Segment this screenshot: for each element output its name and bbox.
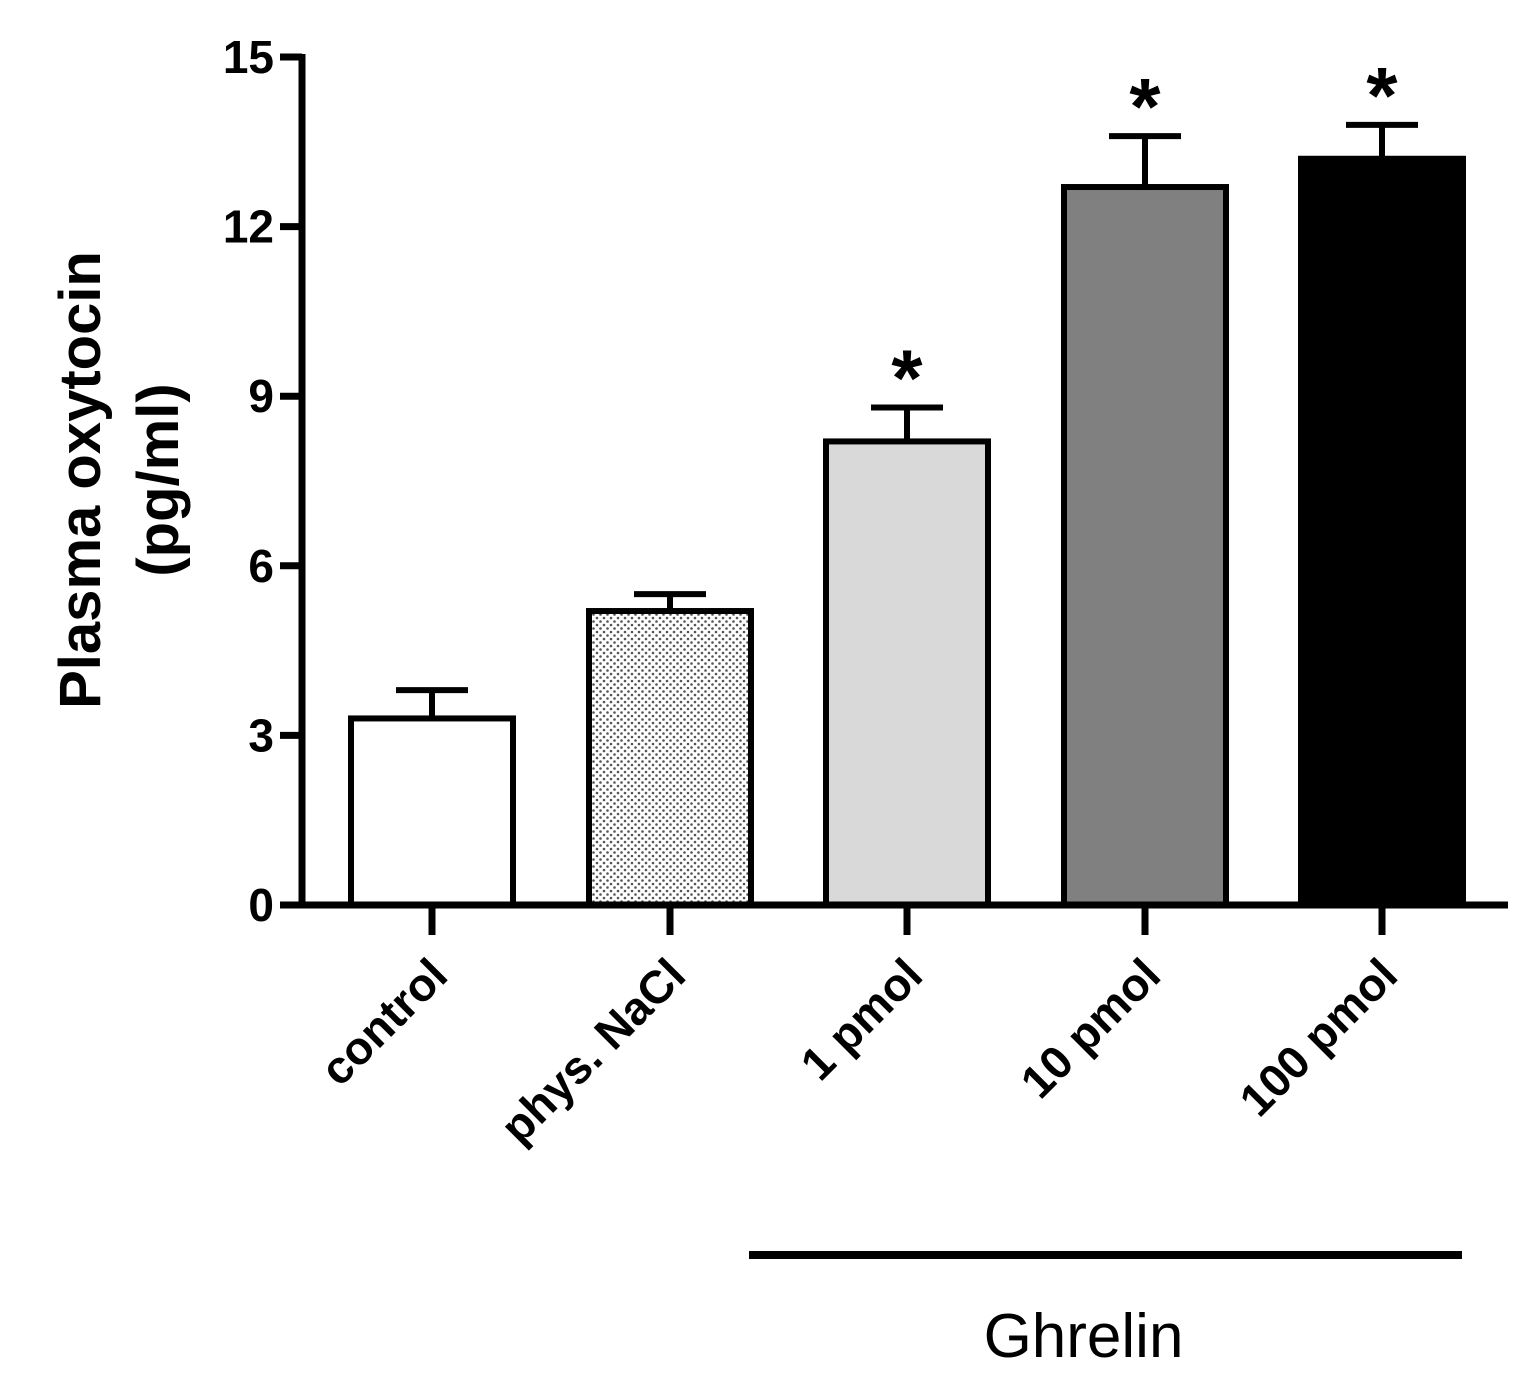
x-tick-label: 100 pmol <box>1229 948 1407 1126</box>
y-tick-label: 3 <box>248 709 274 761</box>
error-bars-layer <box>396 121 1418 719</box>
y-axis-title: Plasma oxytocin <box>48 251 113 709</box>
x-tick-label: phys. NaCl <box>490 948 695 1153</box>
x-tick-label: 1 pmol <box>790 948 932 1090</box>
y-tick-label: 9 <box>248 370 274 422</box>
y-tick-label: 6 <box>248 540 274 592</box>
bar-1-pmol <box>823 438 991 908</box>
y-axis-unit: (pg/ml) <box>126 383 191 576</box>
bar-10-pmol <box>1061 184 1229 908</box>
bar-phys-nacl <box>586 608 754 908</box>
x-tick-label: 10 pmol <box>1010 948 1170 1108</box>
significance-marker: * <box>1129 62 1161 151</box>
x-tick-label: control <box>310 948 457 1095</box>
y-tick-label: 15 <box>223 31 274 83</box>
bars-layer <box>348 155 1466 908</box>
bar-control <box>348 715 516 908</box>
group-bracket-label: Ghrelin <box>984 1302 1184 1371</box>
axes-layer <box>280 53 1508 1259</box>
significance-marker: * <box>1366 51 1398 140</box>
significance-marker: * <box>891 334 923 423</box>
bar-100-pmol <box>1298 155 1466 908</box>
y-tick-label: 0 <box>248 879 274 931</box>
y-tick-label: 12 <box>223 201 274 253</box>
